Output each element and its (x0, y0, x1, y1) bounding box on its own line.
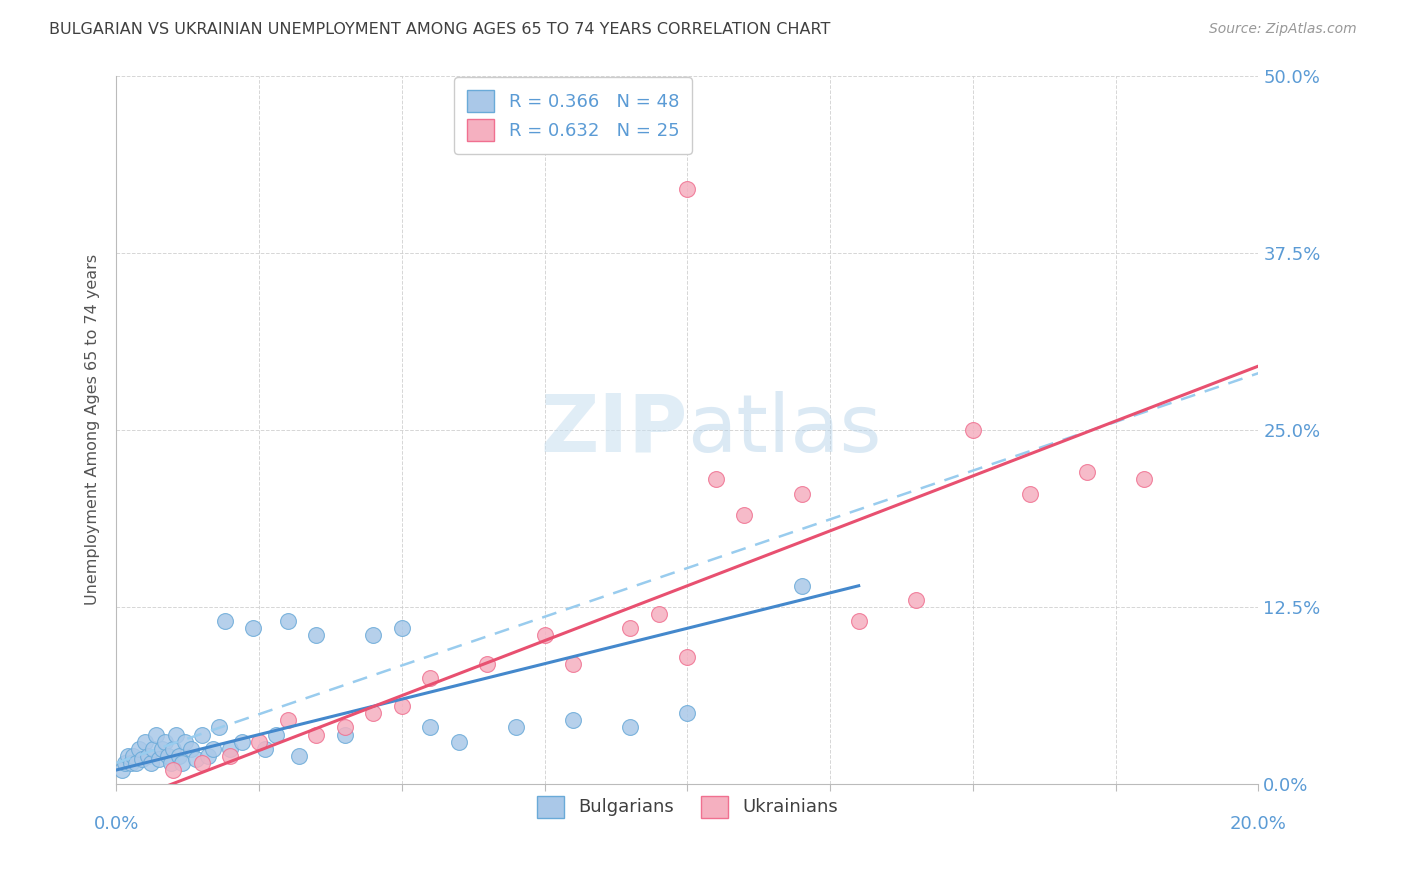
Point (219, 741, 242, 756)
Text: Source: ZipAtlas.com: Source: ZipAtlas.com (1209, 22, 1357, 37)
Text: 0.0%: 0.0% (94, 815, 139, 833)
Y-axis label: Unemployment Among Ages 65 to 74 years: Unemployment Among Ages 65 to 74 years (86, 254, 100, 606)
Point (159, 756, 181, 770)
Point (288, 748, 311, 763)
Point (533, 628, 555, 642)
Point (162, 763, 184, 777)
Point (619, 621, 641, 635)
Point (1133, 473, 1156, 487)
Point (111, 763, 134, 777)
Text: atlas: atlas (688, 391, 882, 469)
Legend: Bulgarians, Ukrainians: Bulgarians, Ukrainians (529, 789, 845, 825)
Text: 20.0%: 20.0% (1230, 815, 1286, 833)
Point (134, 734, 156, 748)
Point (165, 728, 187, 742)
Point (391, 699, 413, 714)
Point (305, 728, 328, 742)
Point (253, 741, 276, 756)
Point (202, 741, 225, 756)
Point (247, 734, 270, 748)
Point (145, 728, 167, 742)
Point (139, 756, 162, 770)
Point (191, 756, 214, 770)
Point (277, 714, 299, 728)
Point (962, 423, 984, 437)
Point (214, 614, 236, 628)
Point (904, 593, 927, 607)
Point (848, 614, 870, 628)
Text: BULGARIAN VS UKRAINIAN UNEMPLOYMENT AMONG AGES 65 TO 74 YEARS CORRELATION CHART: BULGARIAN VS UKRAINIAN UNEMPLOYMENT AMON… (49, 22, 831, 37)
Point (1076, 466, 1098, 480)
Point (156, 748, 179, 763)
Point (242, 621, 264, 635)
Point (142, 741, 165, 756)
Point (704, 473, 727, 487)
Point (136, 748, 159, 763)
Point (191, 728, 214, 742)
Point (419, 721, 441, 735)
Point (125, 756, 148, 770)
Point (208, 721, 231, 735)
Point (114, 756, 136, 770)
Point (170, 756, 193, 770)
Point (562, 714, 585, 728)
Point (1019, 486, 1042, 500)
Point (150, 741, 173, 756)
Point (148, 752, 170, 766)
Point (447, 734, 470, 748)
Point (180, 741, 202, 756)
Point (477, 657, 499, 671)
Point (277, 614, 299, 628)
Point (219, 748, 242, 763)
Point (197, 748, 219, 763)
Point (264, 728, 287, 742)
Point (648, 607, 671, 621)
Point (128, 741, 150, 756)
Point (562, 657, 585, 671)
Point (122, 748, 145, 763)
Point (333, 721, 356, 735)
Point (305, 628, 328, 642)
Point (391, 621, 413, 635)
Point (790, 486, 813, 500)
Text: ZIP: ZIP (540, 391, 688, 469)
Point (790, 579, 813, 593)
Point (173, 734, 195, 748)
Point (120, 756, 142, 770)
Point (153, 734, 176, 748)
Point (231, 734, 253, 748)
Point (186, 752, 208, 766)
Point (361, 706, 384, 721)
Point (676, 706, 699, 721)
Point (676, 649, 699, 664)
Point (131, 752, 153, 766)
Point (167, 748, 190, 763)
Point (676, 182, 699, 196)
Point (333, 728, 356, 742)
Point (361, 628, 384, 642)
Point (734, 508, 756, 522)
Point (505, 721, 527, 735)
Point (117, 748, 139, 763)
Point (162, 741, 184, 756)
Point (419, 671, 441, 685)
Point (619, 721, 641, 735)
